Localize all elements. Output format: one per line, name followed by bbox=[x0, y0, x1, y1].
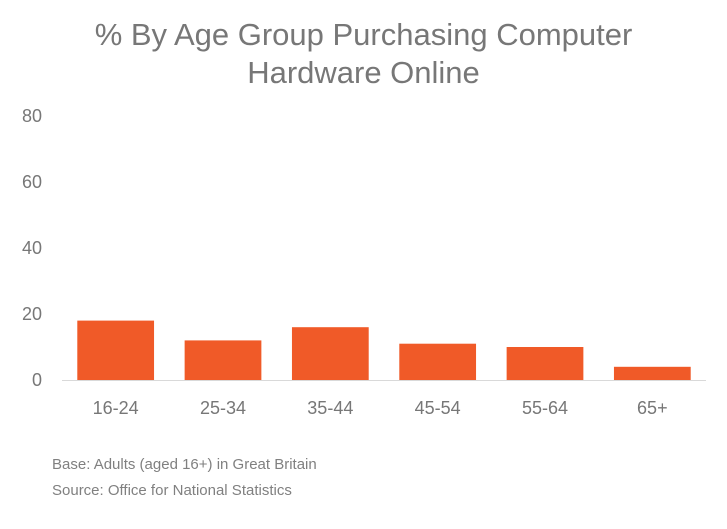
bars bbox=[77, 320, 691, 380]
chart-title-line-1: % By Age Group Purchasing Computer bbox=[94, 17, 633, 52]
y-tick-label: 80 bbox=[22, 106, 42, 126]
x-tick-label: 16-24 bbox=[93, 398, 139, 418]
bar-45-54 bbox=[399, 343, 477, 380]
bar-65+ bbox=[613, 366, 691, 380]
bar-16-24 bbox=[77, 320, 155, 380]
x-tick-label: 25-34 bbox=[200, 398, 246, 418]
x-axis-ticks: 16-24 25-34 35-44 45-54 55-64 65+ bbox=[93, 398, 668, 418]
y-axis-ticks: 0 20 40 60 80 bbox=[22, 106, 42, 390]
y-tick-label: 40 bbox=[22, 238, 42, 258]
y-tick-label: 20 bbox=[22, 304, 42, 324]
chart-title: % By Age Group Purchasing Computer Hardw… bbox=[0, 16, 727, 92]
footnote-source: Source: Office for National Statistics bbox=[52, 482, 292, 499]
y-tick-label: 60 bbox=[22, 172, 42, 192]
bar-25-34 bbox=[184, 340, 262, 380]
y-tick-label: 0 bbox=[32, 370, 42, 390]
x-tick-label: 55-64 bbox=[522, 398, 568, 418]
x-tick-label: 45-54 bbox=[415, 398, 461, 418]
bar-55-64 bbox=[506, 347, 584, 380]
bar-35-44 bbox=[291, 327, 369, 380]
x-tick-label: 65+ bbox=[637, 398, 668, 418]
chart-title-line-2: Hardware Online bbox=[247, 55, 480, 90]
footnote-base: Base: Adults (aged 16+) in Great Britain bbox=[52, 456, 317, 473]
x-tick-label: 35-44 bbox=[307, 398, 353, 418]
